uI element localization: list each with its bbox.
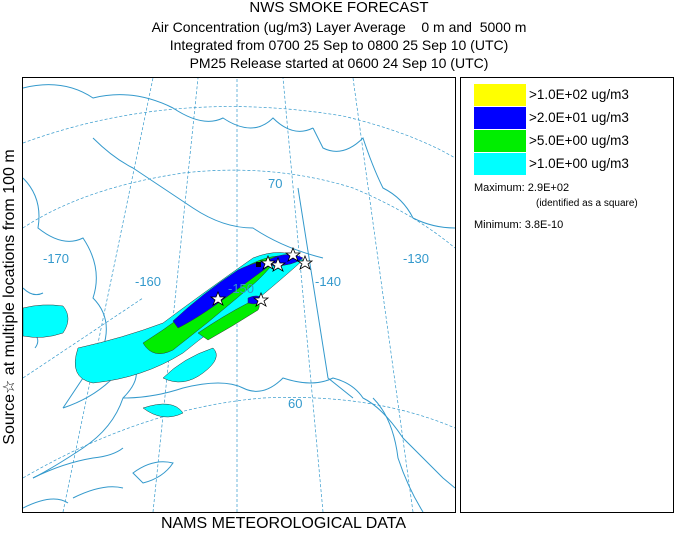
subtitle-release: PM25 Release started at 0600 24 Sep 10 (…	[189, 55, 489, 71]
coastlines	[23, 84, 455, 512]
plume-cyan-south	[162, 347, 217, 383]
arctic-coast	[23, 84, 314, 132]
source-star-icon	[259, 254, 277, 270]
kodiak-island	[132, 461, 174, 484]
maximum-square	[256, 262, 261, 267]
legend-swatch-cyan	[474, 153, 526, 175]
legend-label-4: >1.0E+00 ug/m3	[529, 156, 629, 171]
data-source-footer: NAMS METEOROLOGICAL DATA	[160, 515, 407, 532]
legend-swatch-green	[474, 130, 526, 152]
source-star-icon	[209, 290, 227, 306]
source-location-label: Source☆ at multiple locations from 100 m	[1, 149, 18, 445]
lon-line-160	[152, 78, 199, 512]
lat-label-60: 60	[288, 396, 302, 411]
lat-label-70: 70	[268, 176, 282, 191]
lon-line-140	[282, 78, 324, 512]
source-markers	[209, 246, 314, 307]
legend-swatch-yellow	[474, 84, 526, 106]
lon-line-170	[62, 78, 154, 512]
source-star-icon	[252, 291, 270, 307]
plume-cyan-patch	[142, 403, 184, 418]
lon-label-170: -170	[43, 251, 69, 266]
maximum-value: Maximum: 2.9E+02	[474, 182, 570, 194]
us-canada-border	[297, 187, 354, 399]
subtitle-integration: Integrated from 0700 25 Sep to 0800 25 S…	[169, 37, 509, 53]
legend-swatch-blue	[474, 107, 526, 129]
lon-label-160: -160	[135, 274, 161, 289]
subtitle-layer: Air Concentration (ug/m3) Layer Average …	[151, 19, 527, 35]
minimum-value: Minimum: 3.8E-10	[474, 219, 564, 231]
source-star-icon	[296, 254, 314, 270]
graticule	[23, 78, 455, 512]
lon-label-140: -140	[315, 274, 341, 289]
legend-label-3: >5.0E+00 ug/m3	[529, 133, 629, 148]
legend-panel: >1.0E+02 ug/m3 >2.0E+01 ug/m3 >5.0E+00 u…	[460, 77, 674, 513]
lat-line-80	[23, 106, 455, 159]
lat-line-70	[23, 169, 455, 249]
lat-line-60	[23, 397, 455, 479]
lon-label-150: -150	[228, 281, 254, 296]
map-canvas: -170 -160 -150 -140 -130 70 60	[23, 78, 455, 512]
source-star-icon	[284, 246, 302, 262]
aleutians	[23, 486, 124, 509]
lon-line-180	[23, 297, 144, 379]
chart-title: NWS SMOKE FORECAST	[249, 0, 429, 16]
graticule-labels: -170 -160 -150 -140 -130 70 60	[43, 176, 429, 411]
plume-cyan-west	[23, 304, 69, 338]
legend-label-1: >1.0E+02 ug/m3	[529, 87, 629, 102]
canada-arctic-coast	[312, 127, 455, 229]
north-slope-coast	[92, 137, 324, 259]
smoke-plume	[23, 252, 304, 418]
panhandle-coast	[372, 397, 424, 512]
south-coast	[122, 377, 455, 489]
alaska-peninsula	[32, 447, 124, 479]
lon-line-130	[352, 78, 414, 512]
map-panel: -170 -160 -150 -140 -130 70 60	[22, 77, 456, 513]
legend-label-2: >2.0E+01 ug/m3	[529, 110, 629, 125]
lon-label-130: -130	[403, 251, 429, 266]
maximum-note: (identified as a square)	[536, 198, 638, 209]
